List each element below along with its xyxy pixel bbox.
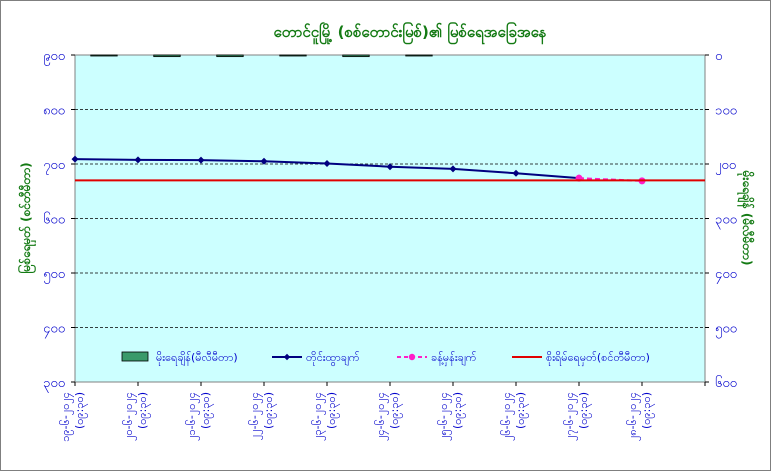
right-tick-label: ၆၀၀ <box>715 375 737 391</box>
rainfall-bar <box>153 54 181 58</box>
rainfall-bar <box>405 54 433 57</box>
x-tick-label: ၂၇-၆-၂၀၂၄ (၀၉:၃၀) <box>563 392 592 441</box>
left-tick-label: ၅၀၀ <box>43 267 65 284</box>
x-tick-time: (၀၉:၃၀) <box>514 392 529 429</box>
x-tick-time: (၀၉:၃၀) <box>388 392 403 429</box>
rainfall-bar <box>90 54 118 57</box>
observed-point <box>512 169 520 177</box>
left-tick-label: ၄၀၀ <box>43 322 65 339</box>
x-tick-date: ၂၀-၆-၂၀၂၄ <box>122 392 137 441</box>
right-tick-label: ၃၀၀ <box>715 213 737 230</box>
x-tick-time: (၀၉:၃၀) <box>199 392 214 429</box>
left-tick-label: ၇၀၀ <box>43 158 65 175</box>
x-tick-date: ၂၂-၆-၂၀၂၄ <box>248 392 263 440</box>
x-tick-time: (၀၉:၃၀) <box>136 392 151 429</box>
x-tick-date: ၂၄-၆-၂၀၂၄ <box>374 392 389 441</box>
observed-point <box>197 156 205 164</box>
x-tick-label: ၂၈-၆-၂၀၂၄ (၀၉:၃၀) <box>626 392 655 441</box>
series-lines <box>71 155 705 185</box>
observed-point <box>71 155 79 163</box>
x-tick-label: ၂၁-၆-၂၀၂၄ (၀၉:၃၀) <box>185 392 214 441</box>
legend-swatch-rainfall <box>121 351 149 362</box>
right-tick-label: ၂၀၀ <box>715 158 736 175</box>
left-tick-label: ၆၀၀ <box>43 212 65 228</box>
x-tick-time: (၀၉:၃၀) <box>577 392 592 429</box>
x-tick-date: ၂၅-၆-၂၀၂၄ <box>437 392 452 441</box>
observed-point <box>449 165 457 173</box>
left-tick-label: ၃၀၀ <box>43 376 65 393</box>
rainfall-bar <box>342 54 370 58</box>
rainfall-bars <box>90 54 433 58</box>
legend: မိုးရေချိန်(မီလီမီတာ) တိုင်းထွာချက် ခန့်မှ… <box>121 351 650 366</box>
observed-point <box>323 159 331 167</box>
x-tick-time: (၀၉:၃၀) <box>451 392 466 429</box>
observed-point <box>134 156 142 164</box>
legend-label: မိုးရေချိန်(မီလီမီတာ) <box>156 351 238 366</box>
x-tick-date: ၂၈-၆-၂၀၂၄ <box>626 392 641 441</box>
x-tick-time: (၀၉:၃၀) <box>73 392 88 429</box>
left-axis-label: မြစ်ရေမှတ် (စင်တီမီတာ) <box>16 162 37 273</box>
x-tick-label: ၂၄-၆-၂၀၂၄ (၀၉:၃၀) <box>374 392 403 441</box>
x-tick-label: ၂၀-၆-၂၀၂၄ (၀၉:၃၀) <box>122 392 151 441</box>
legend-label: ခန့်မှန်းချက် <box>431 351 477 366</box>
legend-marker-forecast <box>408 353 416 361</box>
right-axis-label: မိုးရေချိန် (မီလီမီတာ) <box>736 170 756 266</box>
left-tick-label: ၈၀၀ <box>43 104 65 119</box>
x-tick-date: ၂၆-၆-၂၀၂၄ <box>500 392 515 441</box>
x-tick-label: ၂၂-၆-၂၀၂၄ (၀၉:၃၀) <box>248 392 277 440</box>
x-tick-date: ၁၉-၆-၂၀၂၄ <box>59 392 74 442</box>
right-tick-label: ၀ <box>715 49 722 64</box>
x-tick-time: (၀၉:၃၀) <box>325 392 340 429</box>
observed-point <box>386 163 394 171</box>
x-tick-date: ၂၃-၆-၂၀၂၄ <box>311 392 326 441</box>
legend-marker-observed <box>283 353 291 361</box>
rainfall-bar <box>216 54 244 58</box>
x-tick-label: ၂၆-၆-၂၀၂၄ (၀၉:၃၀) <box>500 392 529 441</box>
x-tick-time: (၀၉:၃၀) <box>640 392 655 429</box>
rainfall-bar <box>279 54 307 57</box>
legend-label: တိုင်းထွာချက် <box>306 351 360 366</box>
x-tick-date: ၂၁-၆-၂၀၂၄ <box>185 392 200 441</box>
x-tick-label: ၂၅-၆-၂၀၂၄ (၀၉:၃၀) <box>437 392 466 441</box>
x-tick-date: ၂၇-၆-၂၀၂၄ <box>563 392 578 441</box>
x-tick-time: (၀၉:၃၀) <box>262 392 277 429</box>
x-tick-label: ၂၃-၆-၂၀၂၄ (၀၉:၃၀) <box>311 392 340 441</box>
right-tick-label: ၄၀၀ <box>715 267 737 284</box>
right-tick-label: ၅၀၀ <box>715 322 737 339</box>
x-tick-label: ၁၉-၆-၂၀၂၄ (၀၉:၃၀) <box>59 392 88 442</box>
x-axis-ticks: ၁၉-၆-၂၀၂၄ (၀၉:၃၀) ၂၀-၆-၂၀၂၄ (၀၉:၃၀) ၂၁-၆-၂၀၂… <box>59 382 706 442</box>
right-tick-label: ၁၀၀ <box>715 104 737 119</box>
observed-point <box>260 157 268 165</box>
left-tick-label: ၉၀၀ <box>43 49 65 66</box>
legend-label: စိုးရိမ်ရေမှတ်(စင်တီမီတာ) <box>546 351 650 366</box>
